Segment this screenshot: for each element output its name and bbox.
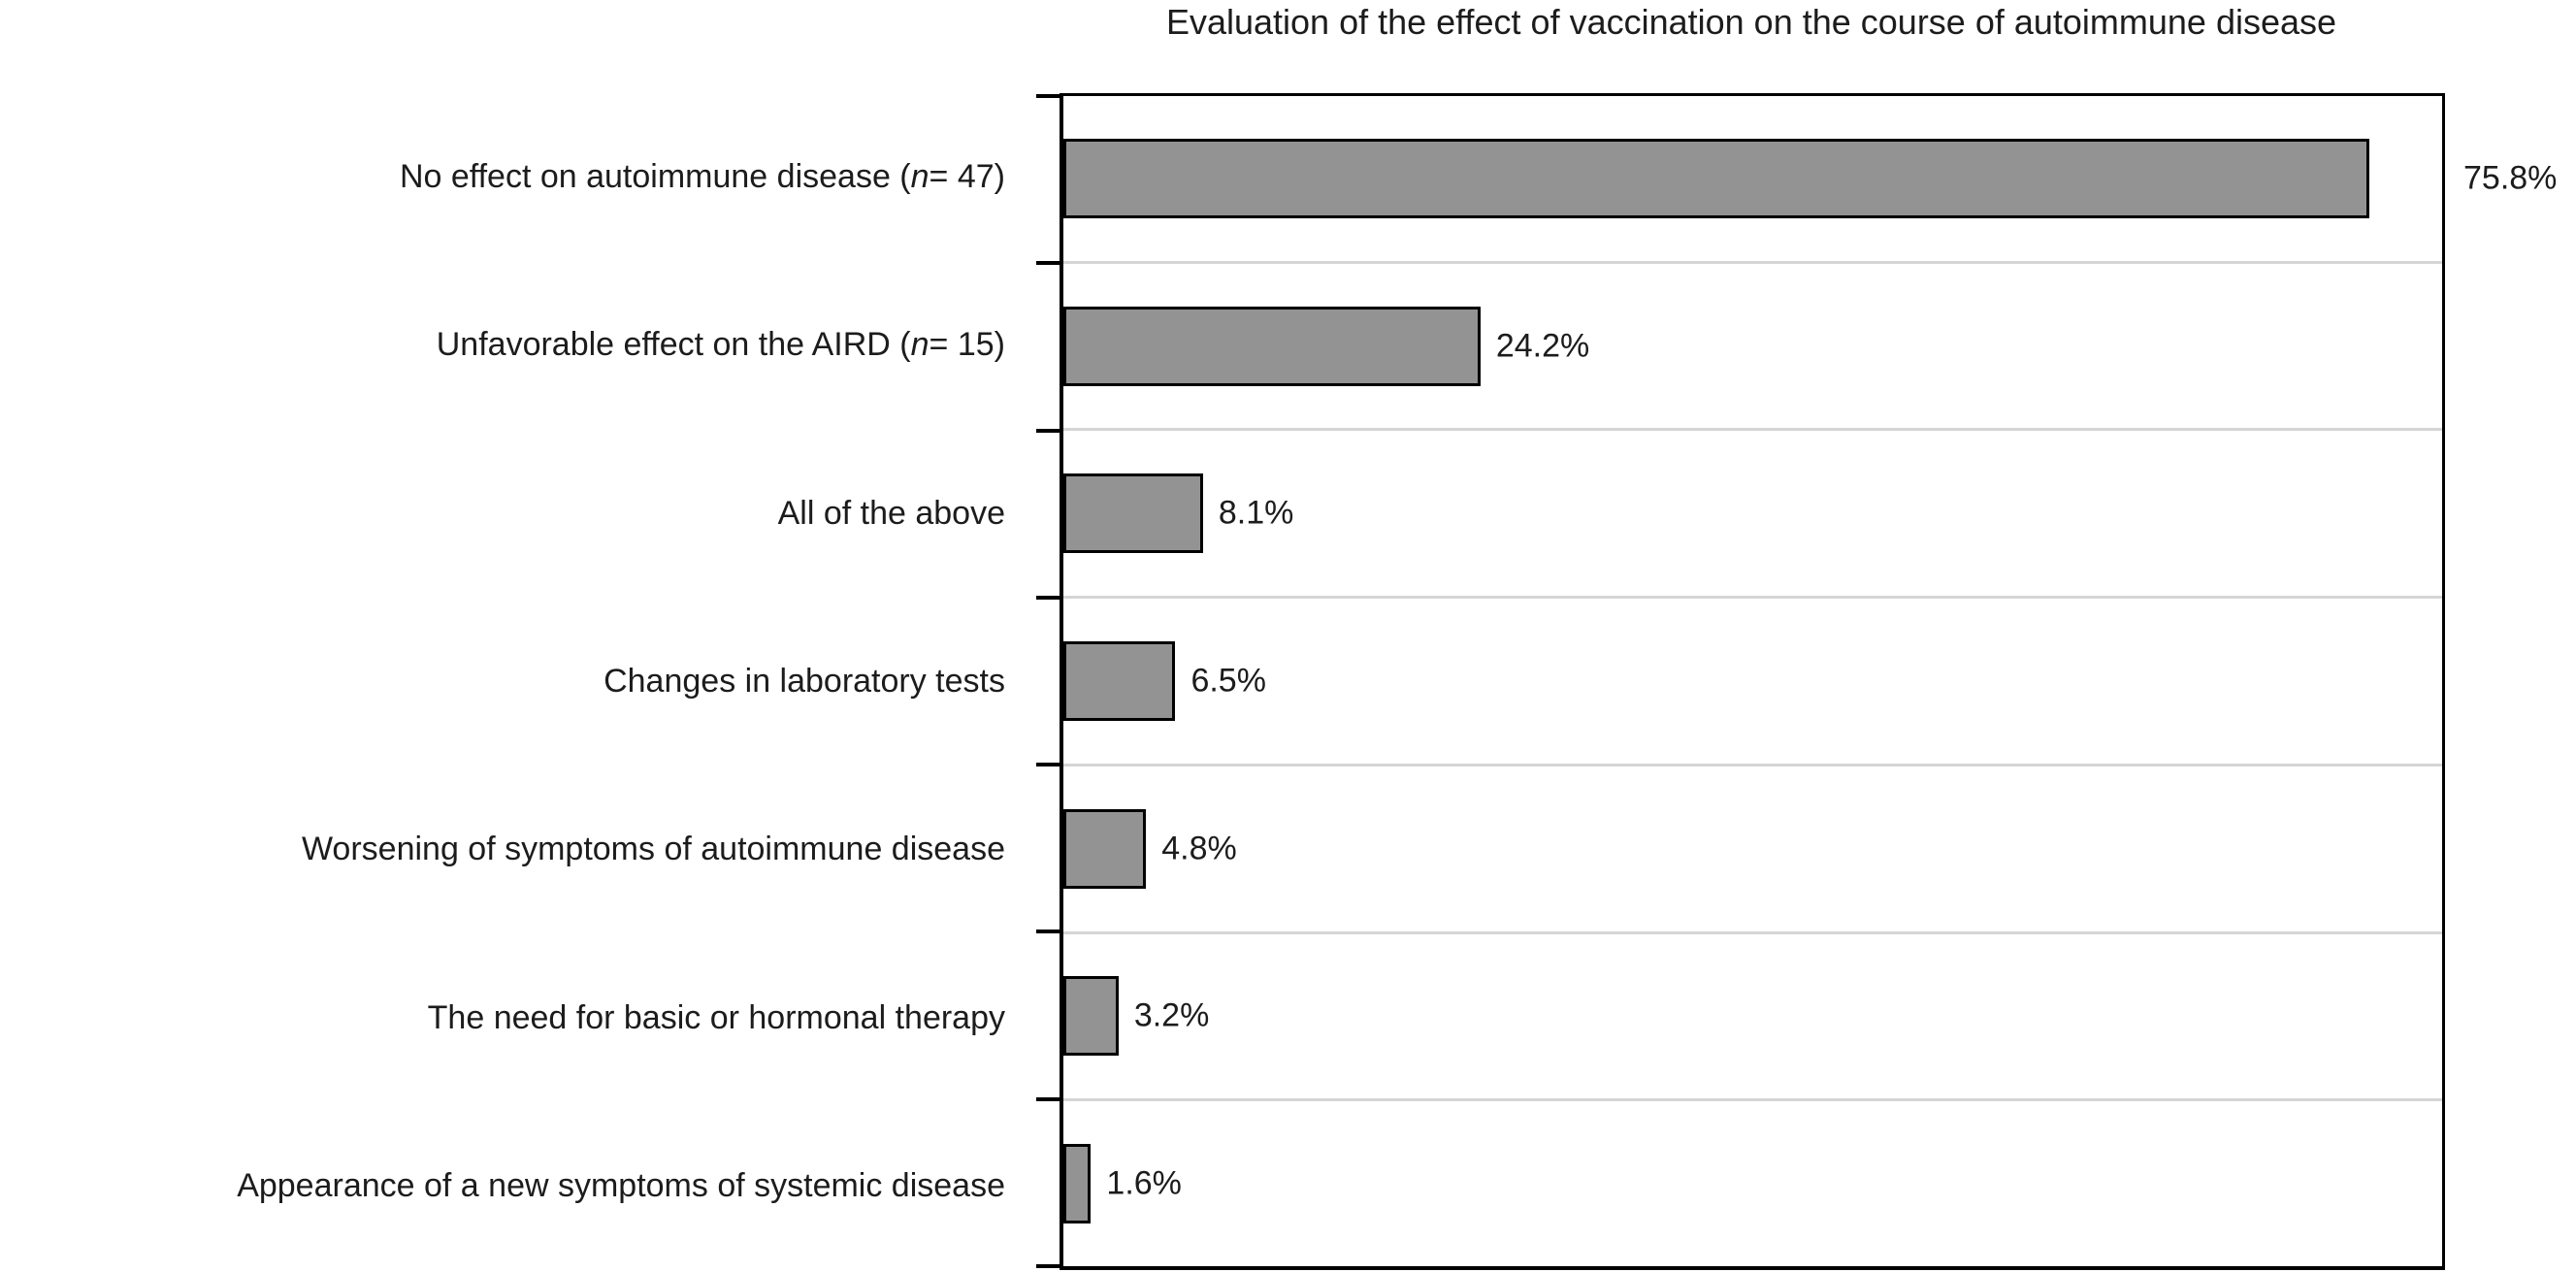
plot-area: 75.8% 24.2% 8.1% 6.5% 4.8% 3.2% 1.6% [1036,93,2557,1270]
bar-row: 24.2% [1063,264,2442,432]
category-label: Appearance of a new symptoms of systemic… [237,1166,1005,1204]
bar [1063,473,1203,554]
axis-tick [1036,930,1061,934]
value-label: 4.8% [1161,830,1237,867]
category-label: Worsening of symptoms of autoimmune dise… [301,831,1005,868]
bar-row: 75.8% [1063,96,2557,264]
value-label: 24.2% [1495,327,1590,365]
value-label: 3.2% [1133,996,1210,1034]
category-label: No effect on autoimmune disease (n = 47) [399,158,1005,196]
category-label: All of the above [777,494,1005,532]
category-label: The need for basic or hormonal therapy [427,998,1005,1036]
axis-tick [1036,428,1061,433]
bar-row: 1.6% [1063,1101,2442,1266]
category-axis-labels: No effect on autoimmune disease (n = 47)… [0,93,1032,1270]
axis-tick [1036,1096,1061,1101]
value-label: 6.5% [1190,662,1266,700]
bar [1063,1144,1092,1224]
bar-row: 4.8% [1063,766,2442,934]
category-label: Unfavorable effect on the AIRD (n = 15) [436,326,1005,364]
value-label: 1.6% [1106,1164,1182,1202]
category-label: Changes in laboratory tests [603,662,1005,700]
bar [1063,976,1119,1057]
axis-tick [1036,763,1061,767]
bar-row: 8.1% [1063,431,2442,600]
axis-tick [1036,1264,1061,1268]
bar [1063,306,1481,386]
axis-tick [1036,261,1061,266]
bar [1063,641,1176,722]
axis-tick [1036,595,1061,600]
bar-row: 6.5% [1063,599,2442,766]
bar [1063,138,2370,218]
value-label: 75.8% [2463,159,2558,197]
axis-tick [1036,94,1061,98]
bar [1063,808,1147,889]
value-label: 8.1% [1218,494,1294,532]
bar-row: 3.2% [1063,934,2442,1102]
chart-title: Evaluation of the effect of vaccination … [1165,2,2337,42]
